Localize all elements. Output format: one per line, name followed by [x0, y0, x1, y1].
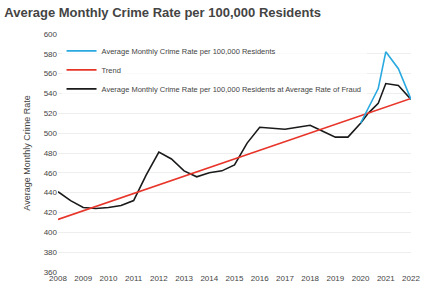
svg-text:2021: 2021: [377, 274, 395, 283]
svg-text:2009: 2009: [74, 274, 92, 283]
svg-text:2022: 2022: [402, 274, 420, 283]
svg-text:2008: 2008: [49, 274, 67, 283]
svg-text:460: 460: [44, 169, 58, 178]
svg-text:2013: 2013: [175, 274, 193, 283]
svg-text:2019: 2019: [326, 274, 344, 283]
svg-text:2011: 2011: [125, 274, 143, 283]
svg-text:540: 540: [44, 89, 58, 98]
svg-text:Average Monthly Crime Rate per: Average Monthly Crime Rate per 100,000 R…: [102, 47, 276, 56]
svg-text:Average Monthly Crime Rate: Average Monthly Crime Rate: [22, 95, 32, 210]
svg-text:2010: 2010: [100, 274, 118, 283]
svg-text:480: 480: [44, 149, 58, 158]
svg-text:Trend: Trend: [102, 66, 121, 75]
svg-text:2017: 2017: [276, 274, 294, 283]
svg-text:360: 360: [44, 268, 58, 277]
svg-text:440: 440: [44, 188, 58, 197]
svg-text:380: 380: [44, 248, 58, 257]
svg-text:2018: 2018: [301, 274, 319, 283]
svg-text:500: 500: [44, 129, 58, 138]
svg-text:2015: 2015: [226, 274, 244, 283]
svg-text:2016: 2016: [251, 274, 269, 283]
svg-text:Average Monthly Crime Rate per: Average Monthly Crime Rate per 100,000 R…: [4, 5, 321, 20]
svg-text:400: 400: [44, 228, 58, 237]
svg-text:2014: 2014: [200, 274, 218, 283]
svg-text:580: 580: [44, 50, 58, 59]
svg-text:2020: 2020: [352, 274, 370, 283]
svg-text:600: 600: [44, 30, 58, 39]
svg-text:560: 560: [44, 69, 58, 78]
svg-text:520: 520: [44, 109, 58, 118]
svg-text:420: 420: [44, 208, 58, 217]
svg-text:2012: 2012: [150, 274, 168, 283]
svg-text:Average Monthly Crime Rate per: Average Monthly Crime Rate per 100,000 R…: [102, 85, 361, 94]
